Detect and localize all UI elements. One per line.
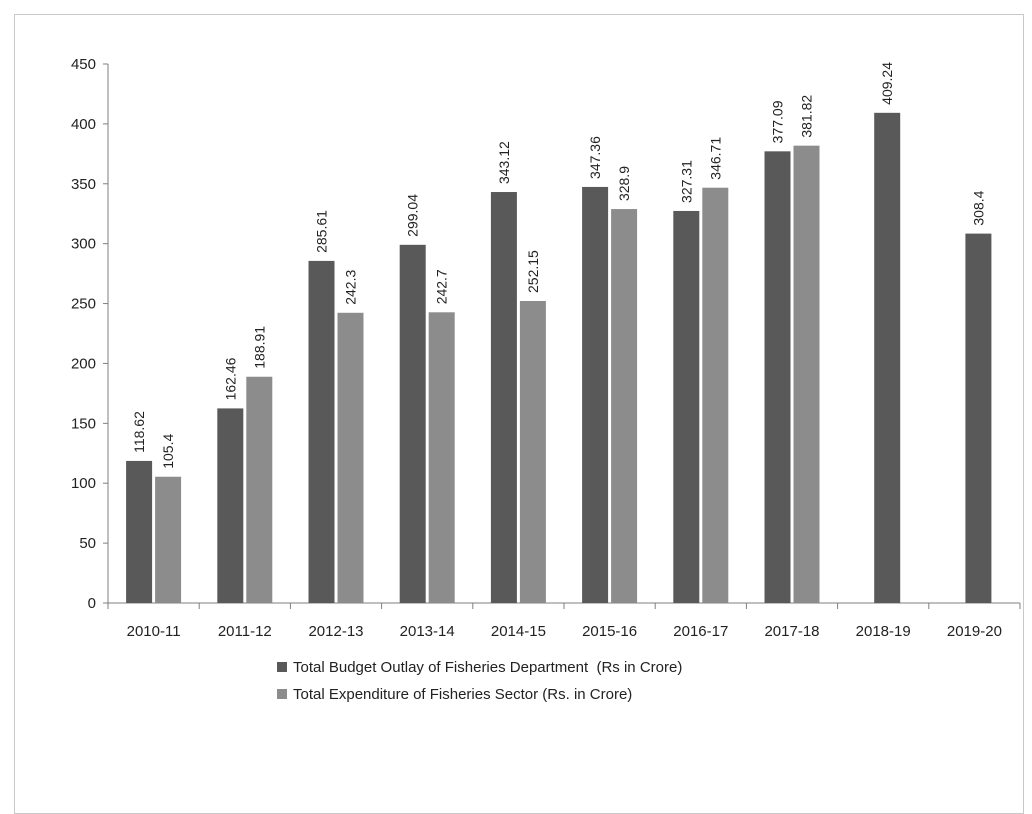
bar-series-1-2012-13 [337, 312, 364, 603]
data-label: 327.31 [678, 160, 694, 203]
data-labels: 118.62 105.4 162.46 188.91 285.61 242.3 299.04… [131, 62, 986, 469]
y-tick-label: 0 [88, 595, 96, 612]
data-label: 242.3 [343, 270, 359, 305]
data-label: 252.15 [525, 250, 541, 293]
bar-series-1-2017-18 [793, 145, 820, 603]
x-tick-label: 2014-15 [491, 623, 546, 640]
data-label: 308.4 [970, 190, 986, 225]
y-tick-label: 150 [71, 415, 96, 432]
bar-series-1-2015-16 [611, 209, 638, 603]
bars [126, 112, 992, 604]
y-tick-label: 450 [71, 56, 96, 73]
y-tick-label: 200 [71, 355, 96, 372]
data-label: 299.04 [405, 194, 421, 237]
bar-series-0-2010-11 [126, 460, 153, 603]
bar-series-0-2011-12 [217, 408, 244, 603]
bar-series-0-2018-19 [874, 112, 901, 604]
bar-series-1-2013-14 [428, 312, 455, 603]
legend-swatch-1 [277, 689, 287, 699]
bar-series-0-2016-17 [673, 210, 700, 603]
bar-series-0-2017-18 [764, 151, 791, 604]
bar-series-0-2019-20 [965, 233, 992, 603]
y-tick-label: 250 [71, 296, 96, 313]
x-tick-label: 2011-12 [218, 623, 272, 640]
bar-series-0-2015-16 [582, 186, 609, 603]
bar-series-0-2013-14 [399, 244, 426, 603]
data-label: 328.9 [616, 166, 632, 201]
data-label: 242.7 [434, 269, 450, 304]
data-label: 105.4 [160, 434, 176, 469]
x-tick-label: 2013-14 [400, 623, 455, 640]
x-tick-label: 2012-13 [308, 623, 363, 640]
bar-series-1-2011-12 [246, 376, 273, 603]
data-label: 409.24 [879, 62, 895, 105]
axes: 0 50 100 150 200 250 300 350 400 450 2010-11 2011-1… [71, 56, 1021, 640]
data-label: 347.36 [587, 136, 603, 179]
data-label: 118.62 [131, 411, 147, 453]
data-label: 162.46 [222, 357, 238, 400]
bar-series-1-2016-17 [702, 187, 729, 604]
legend-swatch-0 [277, 662, 287, 672]
y-tick-label: 300 [71, 236, 96, 253]
data-label: 346.71 [707, 137, 723, 180]
y-tick-label: 400 [71, 116, 96, 133]
legend-label-0: Total Budget Outlay of Fisheries Departm… [293, 659, 682, 676]
data-label: 377.09 [770, 100, 786, 143]
bar-series-0-2014-15 [490, 192, 517, 603]
x-tick-label: 2017-18 [764, 623, 819, 640]
x-tick-label: 2015-16 [582, 623, 637, 640]
x-tick-label: 2016-17 [673, 623, 728, 640]
x-tick-label: 2018-19 [856, 623, 911, 640]
x-tick-label: 2019-20 [947, 623, 1002, 640]
legend-label-1: Total Expenditure of Fisheries Sector (R… [293, 686, 632, 703]
bar-series-0-2012-13 [308, 260, 335, 603]
data-label: 188.91 [251, 326, 267, 369]
bar-series-1-2014-15 [519, 300, 546, 603]
bar-series-1-2010-11 [155, 476, 182, 603]
data-label: 285.61 [314, 210, 330, 253]
x-tick-label: 2010-11 [127, 623, 181, 640]
y-tick-label: 50 [79, 535, 96, 552]
y-tick-label: 100 [71, 475, 96, 492]
data-label: 343.12 [496, 141, 512, 184]
y-tick-label: 350 [71, 176, 96, 193]
legend: Total Budget Outlay of Fisheries Departm… [277, 659, 682, 703]
data-label: 381.82 [799, 95, 815, 138]
